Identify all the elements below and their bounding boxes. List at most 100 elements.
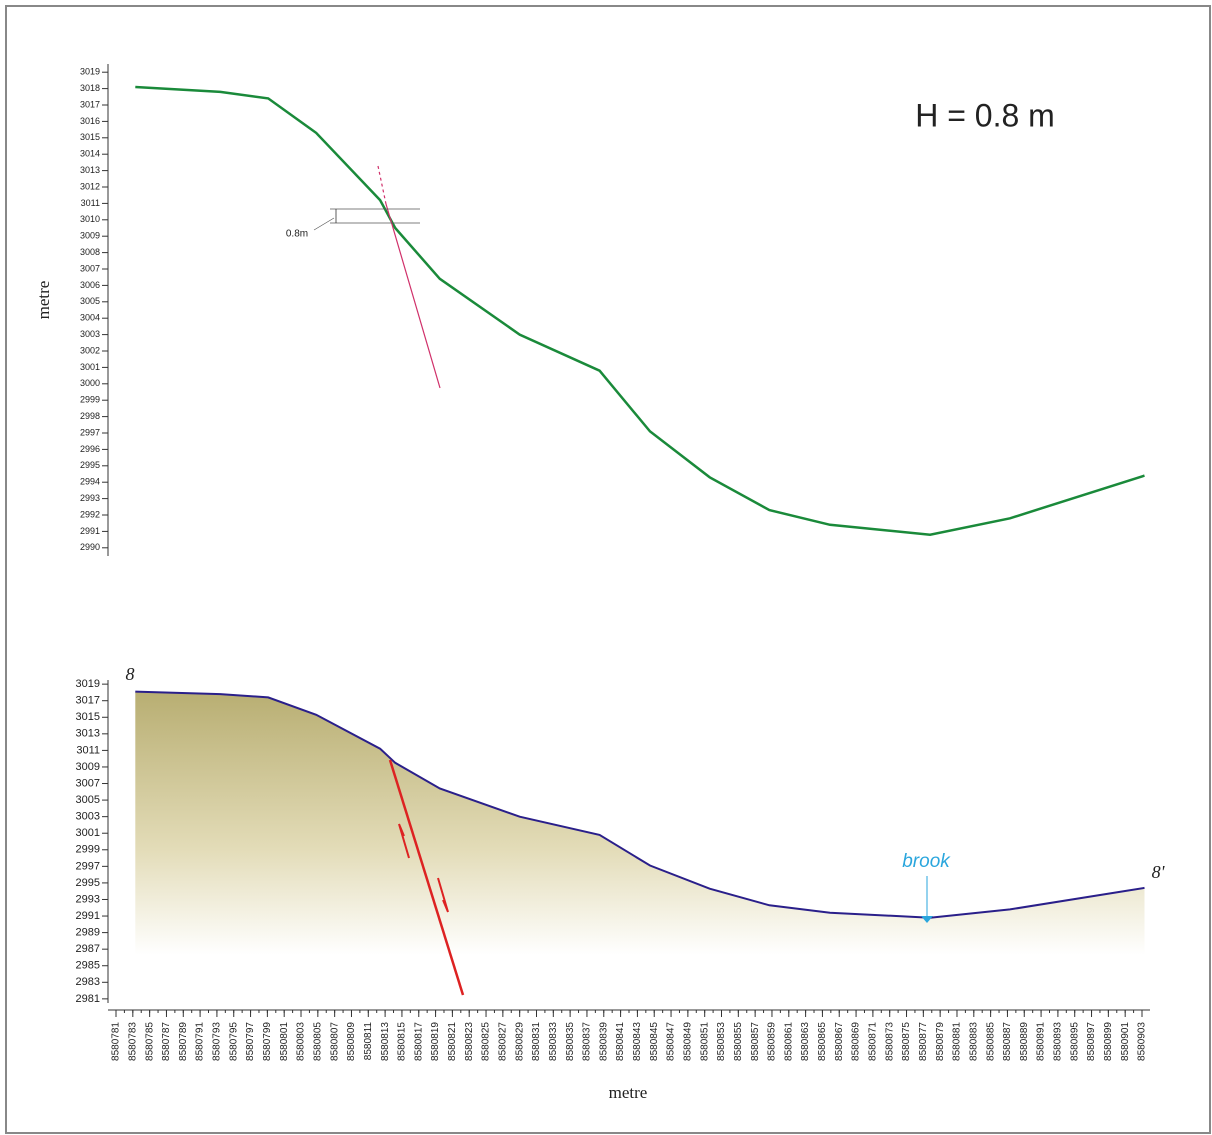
y-tick-label: 2995 bbox=[76, 877, 100, 889]
x-tick-label: 8580879 bbox=[935, 1022, 946, 1061]
y-tick-label: 2992 bbox=[80, 509, 100, 519]
y-tick-label: 3013 bbox=[80, 165, 100, 175]
x-tick-label: 8580785 bbox=[144, 1022, 155, 1061]
x-tick-label: 8580861 bbox=[783, 1022, 794, 1061]
x-tick-label: 8580897 bbox=[1086, 1022, 1097, 1061]
x-tick-label: 8580855 bbox=[733, 1022, 744, 1061]
section-start-label: 8 bbox=[126, 664, 135, 684]
x-tick-label: 8580801 bbox=[279, 1022, 290, 1061]
y-tick-label: 2993 bbox=[80, 493, 100, 503]
y-tick-label: 2987 bbox=[76, 943, 100, 955]
y-tick-label: 3000 bbox=[80, 378, 100, 388]
y-tick-label: 3017 bbox=[80, 99, 100, 109]
x-tick-label: 8580849 bbox=[683, 1022, 694, 1061]
y-tick-label: 2999 bbox=[80, 395, 100, 405]
y-tick-label: 2993 bbox=[76, 893, 100, 905]
y-tick-label: 2985 bbox=[76, 960, 100, 972]
y-tick-label: 3011 bbox=[76, 744, 100, 756]
x-tick-label: 8580851 bbox=[699, 1022, 710, 1061]
y-tick-label: 2983 bbox=[76, 976, 100, 988]
y-tick-label: 3003 bbox=[80, 329, 100, 339]
x-tick-label: 8580835 bbox=[565, 1022, 576, 1061]
y-tick-label: 3007 bbox=[80, 263, 100, 273]
x-tick-label: 8580833 bbox=[548, 1022, 559, 1061]
x-tick-label: 8580885 bbox=[985, 1022, 996, 1061]
y-tick-label: 3011 bbox=[81, 198, 100, 208]
fault-line bbox=[385, 203, 441, 389]
y-tick-label: 3006 bbox=[80, 280, 100, 290]
x-tick-label: 8580873 bbox=[884, 1022, 895, 1061]
y-tick-label: 2995 bbox=[80, 460, 100, 470]
x-axis-label: metre bbox=[609, 1083, 648, 1102]
x-tick-label: 8580805 bbox=[312, 1022, 323, 1061]
x-tick-label: 8580797 bbox=[245, 1022, 256, 1061]
x-tick-label: 8580843 bbox=[632, 1022, 643, 1061]
x-tick-label: 8580869 bbox=[851, 1022, 862, 1061]
y-tick-label: 2997 bbox=[76, 860, 100, 872]
brook-label: brook bbox=[902, 851, 951, 872]
y-tick-label: 3001 bbox=[80, 362, 100, 372]
x-tick-label: 8580889 bbox=[1019, 1022, 1030, 1061]
profile-line bbox=[135, 690, 1145, 919]
x-tick-label: 8580821 bbox=[447, 1022, 458, 1061]
y-tick-label: 2991 bbox=[76, 910, 100, 922]
fault-line bbox=[388, 759, 465, 996]
y-tick-label: 3015 bbox=[76, 711, 100, 723]
x-tick-label: 8580863 bbox=[800, 1022, 811, 1061]
x-tick-label: 8580895 bbox=[1069, 1022, 1080, 1061]
x-tick-label: 8580829 bbox=[514, 1022, 525, 1061]
y-tick-label: 3010 bbox=[80, 214, 100, 224]
y-tick-label: 3007 bbox=[76, 777, 100, 789]
y-tick-label: 3017 bbox=[76, 695, 100, 707]
x-tick-label: 8580783 bbox=[127, 1022, 138, 1061]
y-tick-label: 2994 bbox=[80, 477, 100, 487]
y-axis-label: metre bbox=[34, 281, 53, 320]
y-tick-label: 3001 bbox=[76, 827, 100, 839]
x-tick-label: 8580819 bbox=[430, 1022, 441, 1061]
fault-dashed bbox=[377, 165, 387, 205]
frame bbox=[5, 5, 1211, 1134]
x-tick-label: 8580857 bbox=[750, 1022, 761, 1061]
x-tick-label: 8580827 bbox=[497, 1022, 508, 1061]
x-tick-label: 8580871 bbox=[868, 1022, 879, 1061]
y-tick-label: 3009 bbox=[76, 761, 100, 773]
x-tick-label: 8580847 bbox=[666, 1022, 677, 1061]
x-tick-label: 8580887 bbox=[1002, 1022, 1013, 1061]
x-tick-label: 8580903 bbox=[1137, 1022, 1148, 1061]
x-tick-label: 8580901 bbox=[1120, 1022, 1131, 1061]
y-tick-label: 2991 bbox=[80, 526, 100, 536]
y-tick-label: 3003 bbox=[76, 811, 100, 823]
y-tick-label: 3008 bbox=[80, 247, 100, 257]
y-tick-label: 3009 bbox=[80, 231, 100, 241]
x-tick-label: 8580865 bbox=[817, 1022, 828, 1061]
y-tick-label: 3005 bbox=[80, 296, 100, 306]
x-tick-label: 8580893 bbox=[1053, 1022, 1064, 1061]
x-tick-label: 8580803 bbox=[296, 1022, 307, 1061]
x-tick-label: 8580859 bbox=[767, 1022, 778, 1061]
x-tick-label: 8580839 bbox=[598, 1022, 609, 1061]
y-tick-label: 3012 bbox=[80, 181, 100, 191]
y-tick-label: 2996 bbox=[80, 444, 100, 454]
y-tick-label: 2989 bbox=[76, 927, 100, 939]
section-end-label: 8' bbox=[1152, 862, 1166, 882]
x-tick-label: 8580799 bbox=[262, 1022, 273, 1061]
x-tick-label: 8580875 bbox=[901, 1022, 912, 1061]
annotation: H = 0.8 m bbox=[915, 97, 1055, 133]
y-tick-label: 3018 bbox=[80, 83, 100, 93]
y-tick-label: 2997 bbox=[80, 427, 100, 437]
x-tick-label: 8580881 bbox=[952, 1022, 963, 1061]
x-tick-label: 8580831 bbox=[531, 1022, 542, 1061]
y-tick-label: 3016 bbox=[80, 116, 100, 126]
x-tick-label: 8580811 bbox=[363, 1022, 374, 1061]
x-tick-label: 8580825 bbox=[481, 1022, 492, 1061]
profile-line bbox=[135, 85, 1145, 536]
y-tick-label: 3019 bbox=[80, 67, 100, 77]
x-tick-label: 8580883 bbox=[968, 1022, 979, 1061]
x-tick-label: 8580809 bbox=[346, 1022, 357, 1061]
x-tick-label: 8580807 bbox=[329, 1022, 340, 1061]
y-tick-label: 3013 bbox=[76, 728, 100, 740]
y-tick-label: 2981 bbox=[76, 993, 100, 1005]
offset-leader bbox=[313, 217, 335, 231]
y-tick-label: 3002 bbox=[80, 345, 100, 355]
